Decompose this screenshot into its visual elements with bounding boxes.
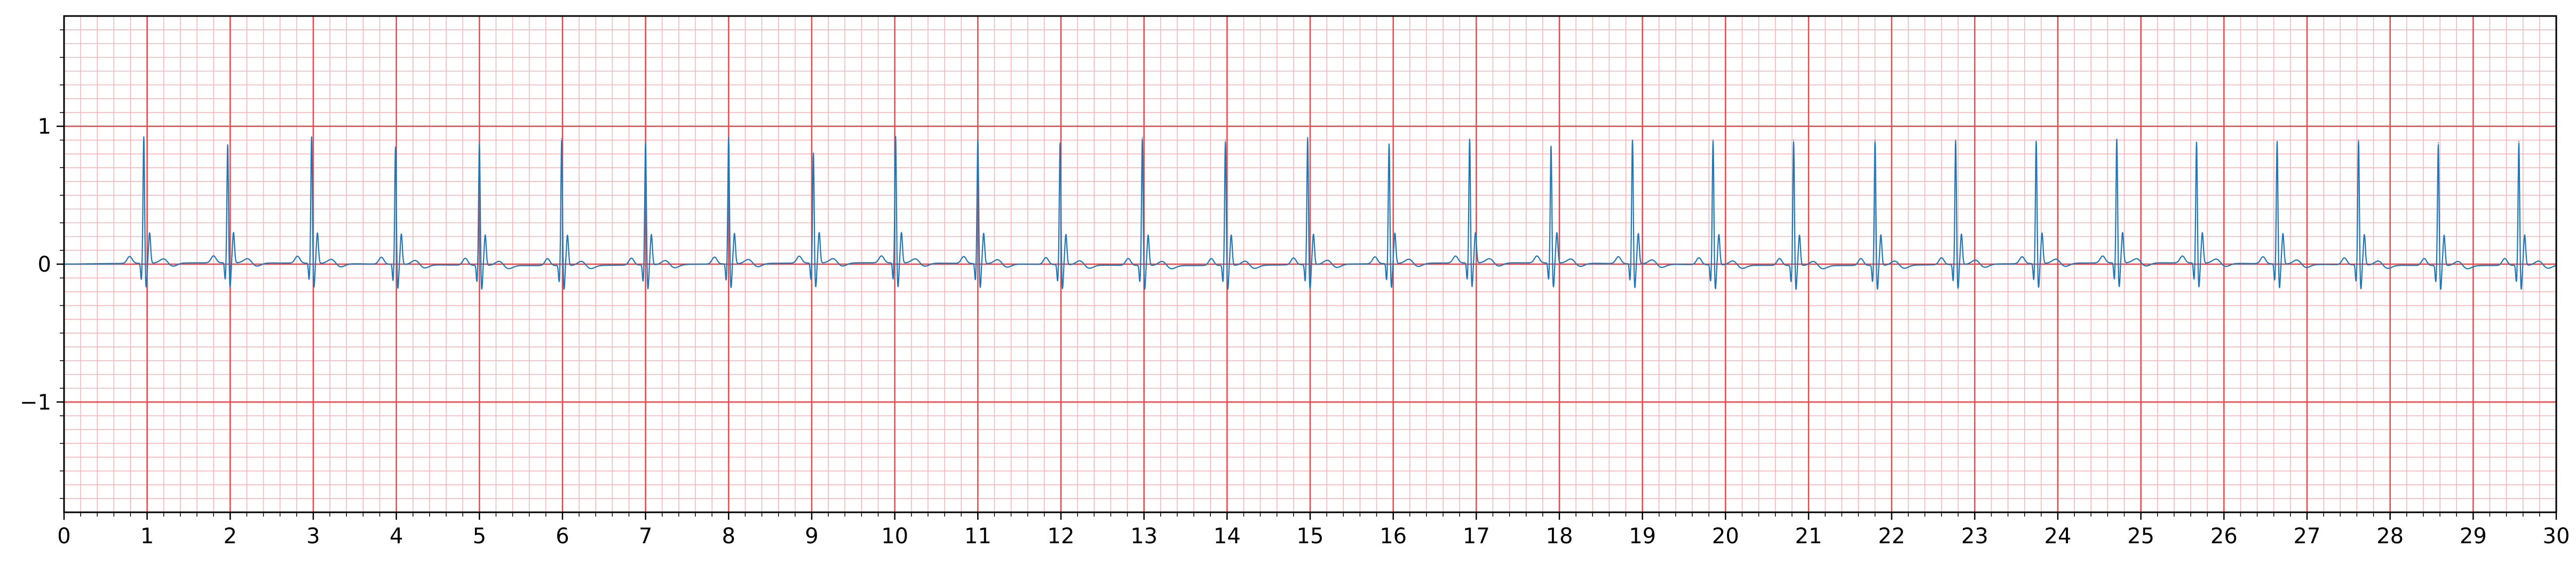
r-peak-point — [1142, 137, 1143, 138]
r-peak-point — [1225, 139, 1226, 141]
ecg-trace-line — [64, 136, 2557, 290]
y-axis: −1 0 1 — [20, 29, 64, 499]
r-peak-point — [2116, 139, 2118, 141]
r-peak-point — [645, 141, 646, 142]
x-tick-label: 27 — [2294, 524, 2321, 549]
x-tick-label: 18 — [1546, 524, 1573, 549]
x-tick-label: 4 — [390, 524, 403, 549]
r-peak-point — [2358, 139, 2359, 141]
x-tick-label: 17 — [1463, 524, 1490, 549]
r-peak-point — [977, 139, 979, 141]
r-peak-point — [1874, 139, 1876, 141]
r-peak-point — [2518, 141, 2519, 142]
r-peak-point — [479, 142, 480, 144]
y-tick-label: −1 — [20, 390, 51, 415]
x-tick-label: 25 — [2127, 524, 2154, 549]
x-tick-label: 30 — [2543, 524, 2570, 549]
x-tick-label: 19 — [1629, 524, 1656, 549]
x-axis: 0 1 2 3 4 5 6 7 8 9 10 11 12 13 14 15 16 17 18 19 20 21 22 23 24… — [57, 512, 2570, 549]
x-tick-label: 8 — [722, 524, 735, 549]
r-peak-point — [1793, 139, 1794, 141]
x-tick-label: 24 — [2044, 524, 2072, 549]
x-tick-label: 5 — [473, 524, 486, 549]
x-tick-label: 29 — [2460, 524, 2487, 549]
x-tick-label: 21 — [1795, 524, 1822, 549]
y-tick-label: 1 — [38, 115, 51, 139]
r-peak-point — [1955, 139, 1956, 141]
r-peak-point — [1631, 139, 1633, 141]
x-tick-label: 11 — [964, 524, 992, 549]
ecg-trace-layer — [64, 136, 2557, 290]
x-tick-label: 15 — [1297, 524, 1324, 549]
x-tick-label: 20 — [1712, 524, 1739, 549]
x-tick-label: 12 — [1048, 524, 1075, 549]
r-peak-point — [2276, 141, 2278, 142]
r-peak-point — [2195, 142, 2197, 144]
x-tick-label: 2 — [224, 524, 237, 549]
r-peak-point — [311, 137, 312, 138]
r-peak-point — [561, 138, 562, 139]
x-tick-label: 10 — [881, 524, 908, 549]
x-tick-label: 6 — [556, 524, 569, 549]
r-peak-point — [895, 137, 897, 138]
r-peak-point — [1550, 146, 1552, 148]
x-tick-label: 22 — [1878, 524, 1905, 549]
x-tick-label: 1 — [140, 524, 154, 549]
r-peak-point — [728, 137, 730, 138]
y-tick-label: 0 — [38, 252, 51, 277]
x-tick-label: 0 — [57, 524, 70, 549]
x-tick-label: 23 — [1961, 524, 1988, 549]
x-tick-label: 26 — [2210, 524, 2238, 549]
x-tick-label: 13 — [1130, 524, 1158, 549]
r-peak-point — [1712, 139, 1714, 141]
r-peak-point — [1388, 144, 1390, 145]
x-tick-label: 14 — [1214, 524, 1241, 549]
r-peak-point — [227, 145, 228, 146]
r-peak-point — [1059, 142, 1061, 144]
x-tick-label: 28 — [2376, 524, 2404, 549]
x-tick-label: 7 — [639, 524, 652, 549]
x-tick-label: 16 — [1380, 524, 1407, 549]
x-tick-label: 3 — [306, 524, 320, 549]
x-tick-label: 9 — [805, 524, 818, 549]
r-peak-point — [1469, 139, 1470, 141]
r-peak-point — [395, 146, 397, 148]
r-peak-point — [143, 137, 145, 138]
r-peak-point — [2437, 142, 2439, 144]
r-peak-point — [1307, 137, 1309, 138]
r-peak-point — [813, 153, 814, 155]
r-peak-point — [2035, 141, 2037, 142]
